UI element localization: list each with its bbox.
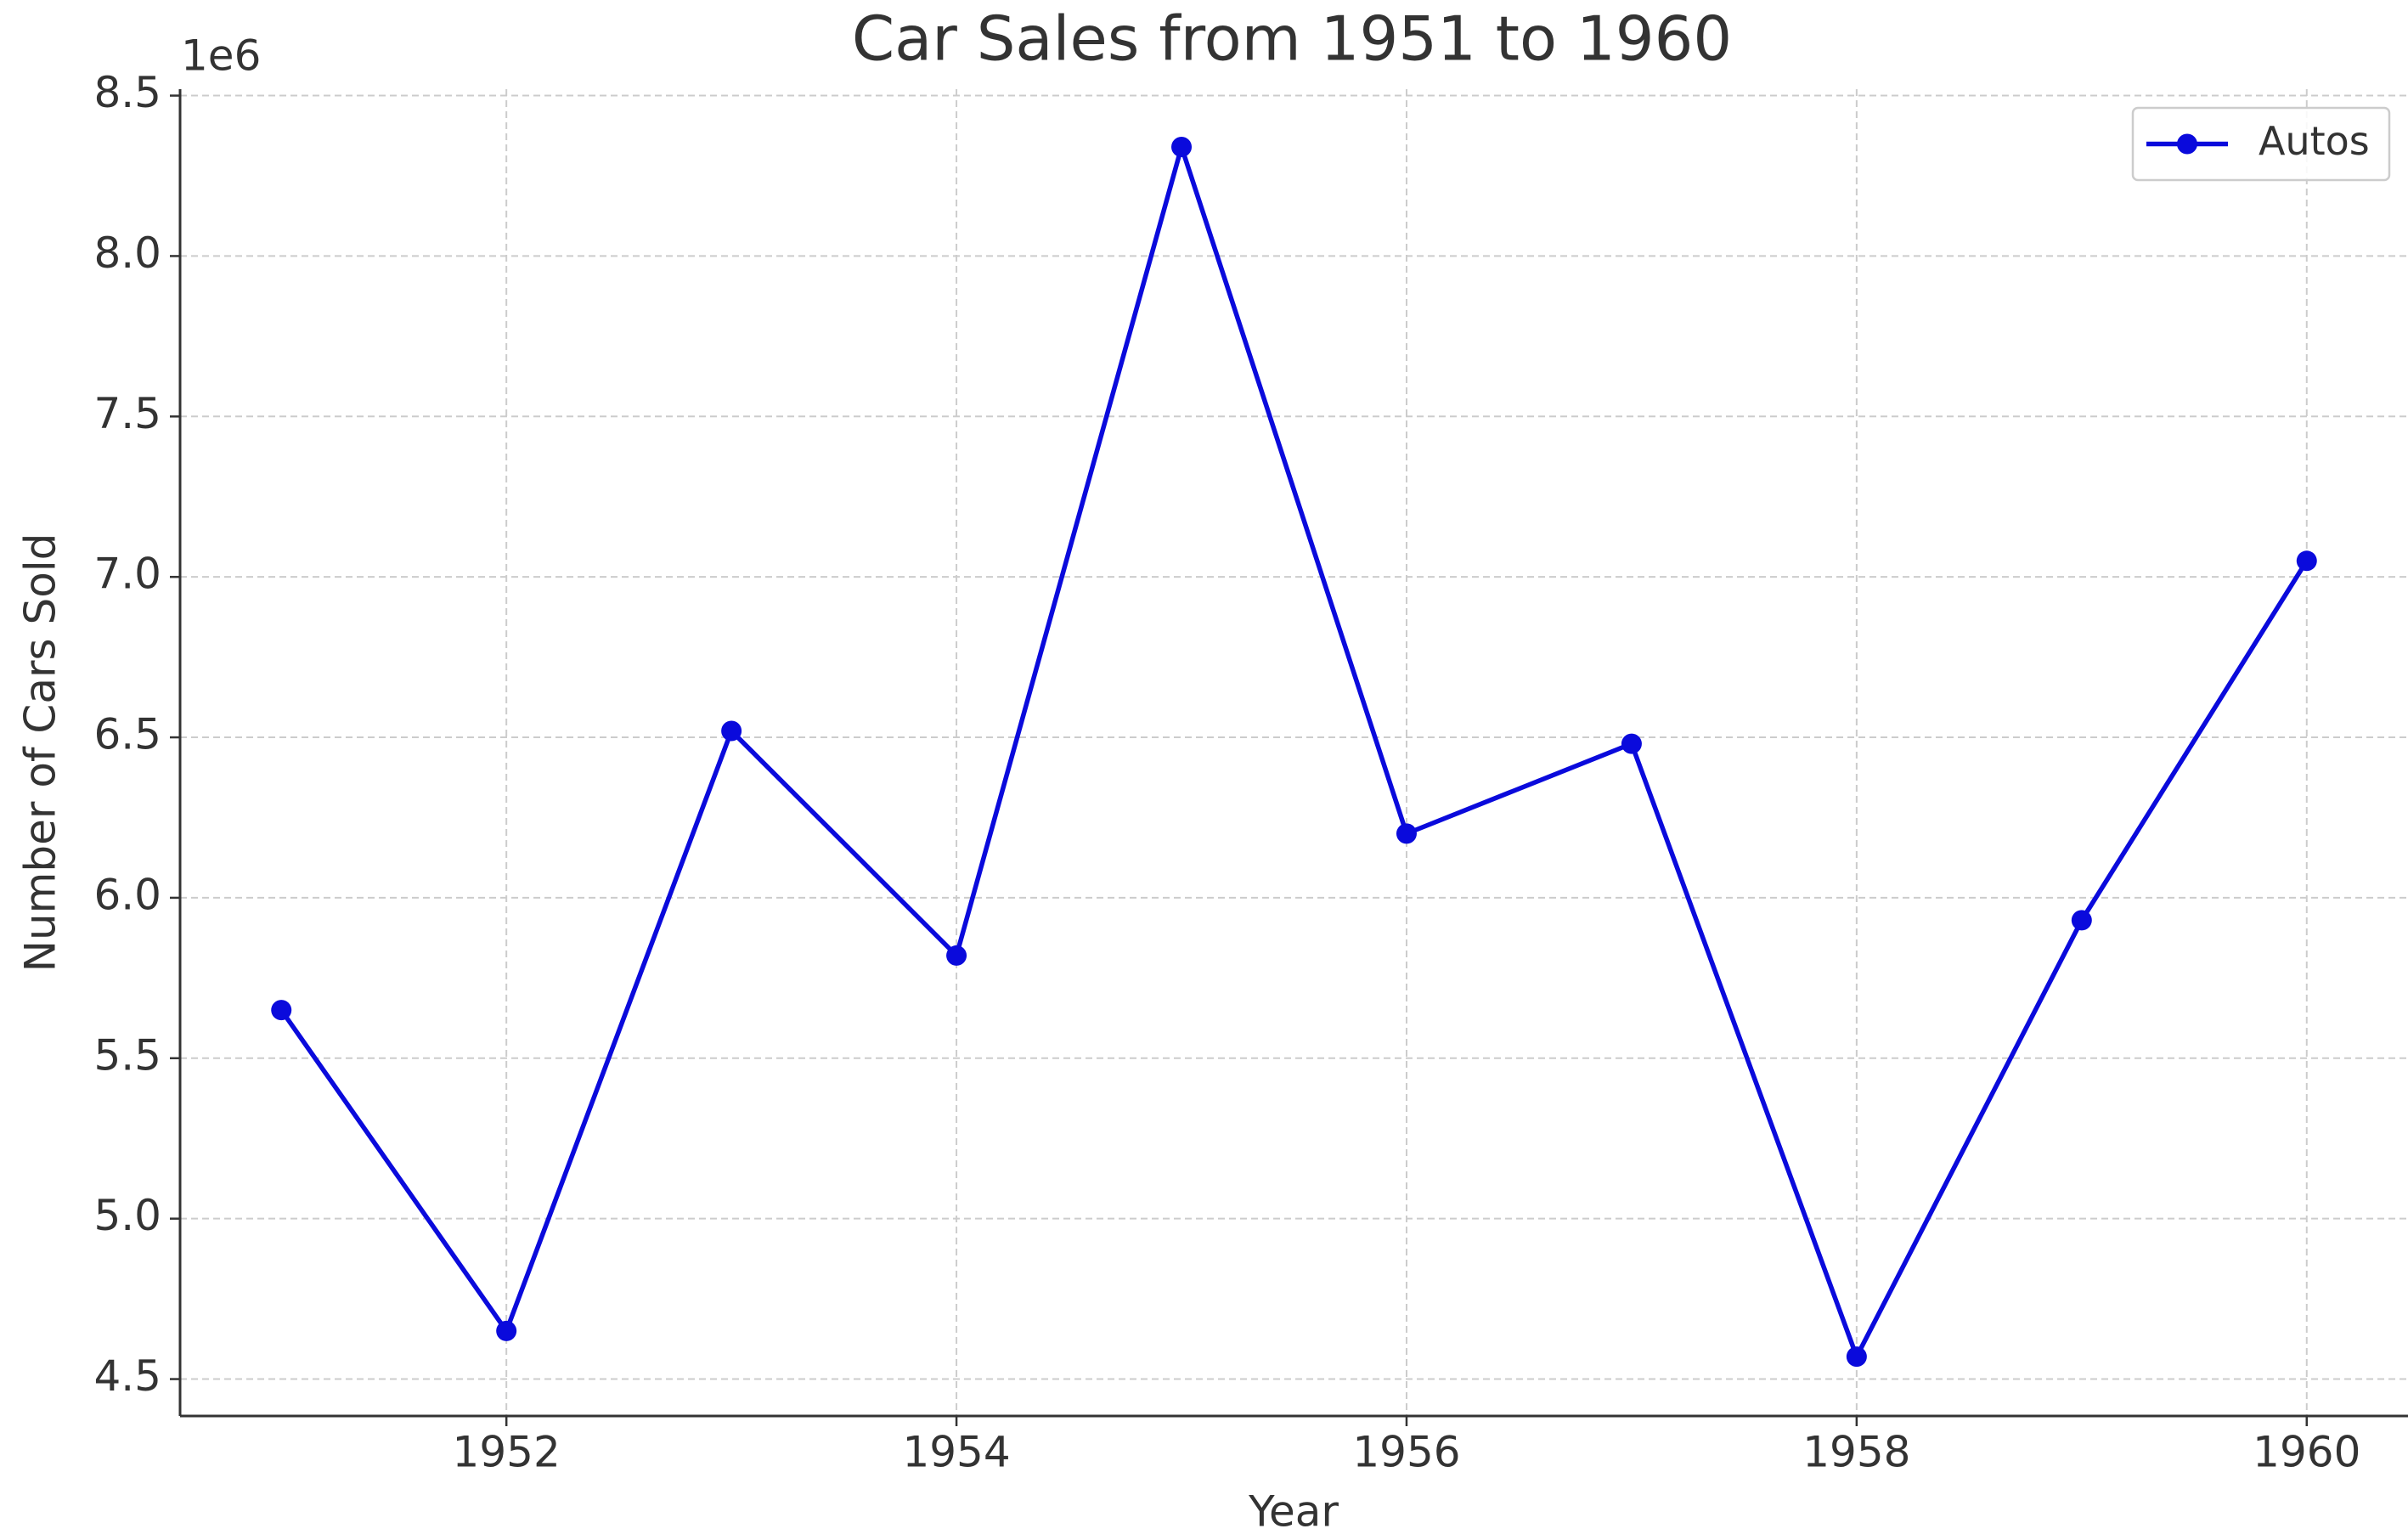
- data-point: [1396, 823, 1417, 844]
- data-point: [721, 720, 742, 742]
- data-point: [946, 945, 967, 966]
- y-tick-label: 8.0: [93, 228, 161, 278]
- y-tick-label: 6.5: [93, 710, 161, 759]
- legend-marker: [2177, 133, 2197, 155]
- data-point: [1621, 733, 1642, 754]
- x-tick-label: 1954: [902, 1428, 1010, 1477]
- y-tick-label: 6.0: [93, 870, 161, 919]
- x-tick-label: 1960: [2253, 1428, 2360, 1477]
- x-tick-label: 1956: [1352, 1428, 1460, 1477]
- series-line: [279, 144, 2309, 1359]
- data-point: [1171, 136, 1193, 157]
- y-tick-label: 8.5: [93, 68, 161, 117]
- chart-title: Car Sales from 1951 to 1960: [852, 3, 1732, 75]
- y-tick-label: 5.0: [93, 1191, 161, 1240]
- legend-box: [2131, 106, 2391, 182]
- x-tick-label: 1958: [1802, 1428, 1910, 1477]
- data-point: [2071, 910, 2092, 931]
- y-axis-label: Number of Cars Sold: [16, 533, 65, 973]
- legend-label: Autos: [2259, 118, 2370, 164]
- y-tick-label: 5.5: [93, 1030, 161, 1080]
- data-point: [496, 1320, 517, 1341]
- y-offset-label: 1e6: [181, 31, 261, 81]
- data-point: [2296, 550, 2317, 572]
- x-axis-label: Year: [1248, 1487, 1339, 1537]
- y-tick-label: 4.5: [93, 1351, 161, 1401]
- data-point: [271, 1000, 292, 1021]
- y-tick-label: 7.0: [93, 550, 161, 599]
- x-tick-label: 1952: [453, 1428, 561, 1477]
- y-tick-label: 7.5: [93, 389, 161, 438]
- data-point: [1846, 1346, 1867, 1368]
